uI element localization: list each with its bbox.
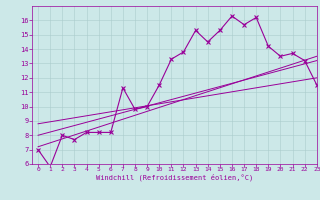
X-axis label: Windchill (Refroidissement éolien,°C): Windchill (Refroidissement éolien,°C) [96, 174, 253, 181]
